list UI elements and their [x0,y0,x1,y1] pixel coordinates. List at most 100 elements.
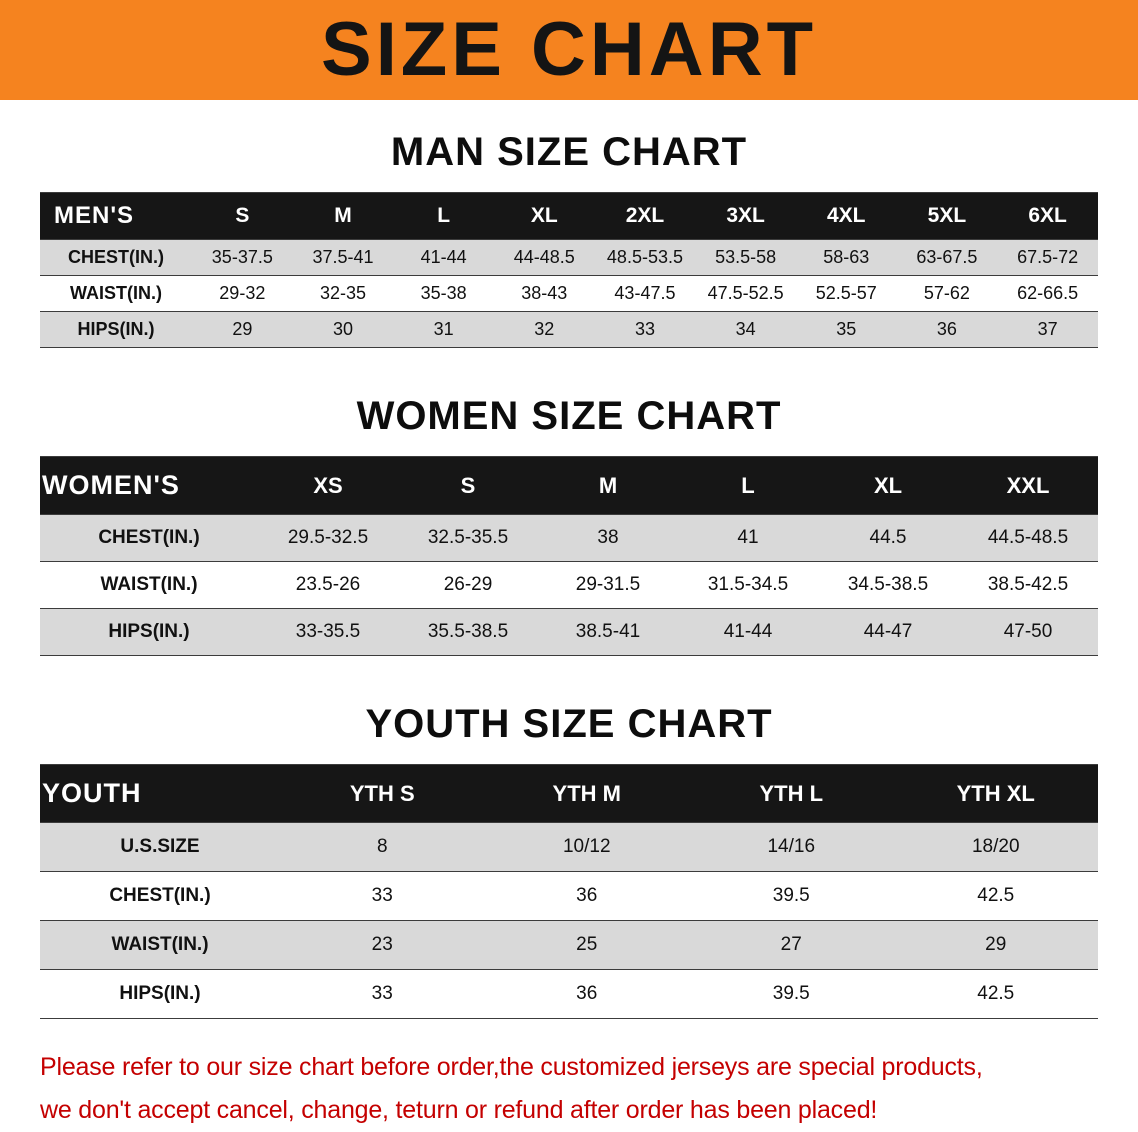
table-cell: 36 [484,969,689,1019]
table-cell: 35-37.5 [192,239,293,276]
row-label: WAIST(IN.) [40,275,192,312]
women-section-heading: WOMEN SIZE CHART [356,394,782,438]
table-cell: 39.5 [689,871,894,921]
table-cell: 29-32 [192,275,293,312]
table-cell: 35.5-38.5 [398,608,538,656]
table-cell: 18/20 [893,822,1098,872]
table-label: MEN'S [54,202,135,229]
table-cell: 41-44 [678,608,818,656]
table-cell: 43-47.5 [594,275,696,312]
table-cell: 30 [292,311,394,348]
women-size-table: WOMEN'S XS S M L XL XXL CHEST(IN.) 29.5-32.5 32.5… [40,456,1098,656]
table-cell: 58-63 [795,239,897,276]
youth-size-table: YOUTH YTH S YTH M YTH L YTH XL U.S.SIZE 8 10/12… [40,764,1098,1019]
table-row: WAIST(IN.) 23 25 27 29 [40,920,1098,970]
table-cell: 29 [893,920,1098,970]
table-cell: 33-35.5 [258,608,398,656]
column-header: 5XL [927,204,967,227]
table-row: HIPS(IN.) 33-35.5 35.5-38.5 38.5-41 41-44 44-… [40,608,1098,656]
table-row: WAIST(IN.) 29-32 32-35 35-38 38-43 43-47.5 47.… [40,275,1098,312]
size-table: WOMEN'S XS S M L XL XXL CHEST(IN.) 29.5-32.5 32.5… [40,456,1098,656]
youth-section: YOUTH SIZE CHART YOUTH YTH S YTH M YTH L YTH… [0,702,1138,1019]
column-header: YTH L [759,780,824,806]
table-cell: 38 [538,514,678,562]
table-cell: 38-43 [493,275,595,312]
table-row: CHEST(IN.) 35-37.5 37.5-41 41-44 44-48.5 48.5… [40,239,1098,276]
table-cell: 48.5-53.5 [594,239,696,276]
table-cell: 32 [493,311,595,348]
women-section: WOMEN SIZE CHART WOMEN'S XS S M L XL XXL CHEST(… [0,394,1138,656]
row-label: HIPS(IN.) [40,311,192,348]
table-cell: 57-62 [896,275,998,312]
table-row: U.S.SIZE 8 10/12 14/16 18/20 [40,822,1098,872]
table-cell: 29.5-32.5 [258,514,398,562]
table-cell: 33 [280,969,485,1019]
table-cell: 32.5-35.5 [398,514,538,562]
footer-note: Please refer to our size chart before or… [40,1051,1138,1126]
table-header-row: YOUTH YTH S YTH M YTH L YTH XL [40,764,1098,823]
table-cell: 36 [484,871,689,921]
men-size-table: MEN'S S M L XL 2XL 3XL 4XL 5XL 6XL CHEST(IN.) 35-37… [40,192,1098,348]
table-cell: 8 [280,822,485,872]
column-header: L [437,204,451,227]
table-cell: 31.5-34.5 [678,561,818,609]
table-cell: 34 [695,311,796,348]
column-header: YTH M [552,780,621,806]
table-cell: 32-35 [292,275,394,312]
row-label: WAIST(IN.) [40,920,280,970]
table-cell: 42.5 [893,969,1098,1019]
table-cell: 53.5-58 [695,239,796,276]
table-cell: 47.5-52.5 [695,275,796,312]
table-cell: 63-67.5 [896,239,998,276]
men-section: MAN SIZE CHART MEN'S S M L XL 2XL 3XL 4XL 5XL 6XL… [0,130,1138,348]
table-cell: 37 [997,311,1098,348]
table-cell: 37.5-41 [292,239,394,276]
row-label: CHEST(IN.) [40,239,192,276]
size-table: YOUTH YTH S YTH M YTH L YTH XL U.S.SIZE 8 10/12… [40,764,1098,1019]
row-label: U.S.SIZE [40,822,280,872]
column-header: XS [313,472,343,498]
table-cell: 52.5-57 [795,275,897,312]
column-header: S [460,472,476,498]
column-header: 2XL [625,204,665,227]
table-cell: 29 [192,311,293,348]
column-header: YTH S [349,780,415,806]
table-cell: 36 [896,311,998,348]
row-label: HIPS(IN.) [40,969,280,1019]
footer-line-2: we don't accept cancel, change, teturn o… [40,1095,878,1124]
table-cell: 23.5-26 [258,561,398,609]
table-cell: 38.5-41 [538,608,678,656]
column-header: 4XL [827,204,866,227]
table-cell: 39.5 [689,969,894,1019]
table-label: YOUTH [42,778,142,808]
column-header: 6XL [1028,204,1067,227]
row-label: WAIST(IN.) [40,561,258,609]
table-cell: 23 [280,920,485,970]
youth-section-heading: YOUTH SIZE CHART [365,702,773,746]
column-header: XXL [1006,472,1050,498]
table-row: CHEST(IN.) 29.5-32.5 32.5-35.5 38 41 44.5 44.5… [40,514,1098,562]
row-label: HIPS(IN.) [40,608,258,656]
table-header-row: WOMEN'S XS S M L XL XXL [40,456,1098,515]
column-header: S [235,204,250,227]
table-header-row: MEN'S S M L XL 2XL 3XL 4XL 5XL 6XL [40,192,1098,240]
table-cell: 47-50 [958,608,1098,656]
table-cell: 31 [393,311,494,348]
table-label: WOMEN'S [42,470,180,500]
table-row: CHEST(IN.) 33 36 39.5 42.5 [40,871,1098,921]
table-cell: 33 [280,871,485,921]
table-cell: 38.5-42.5 [958,561,1098,609]
table-cell: 41-44 [393,239,494,276]
row-label: CHEST(IN.) [40,871,280,921]
column-header: M [334,204,352,227]
table-cell: 44.5 [818,514,958,562]
column-header: XL [530,204,558,227]
table-cell: 34.5-38.5 [818,561,958,609]
column-header: YTH XL [956,780,1035,806]
table-cell: 35-38 [393,275,494,312]
column-header: L [741,472,755,498]
table-cell: 35 [795,311,897,348]
table-cell: 25 [484,920,689,970]
table-cell: 44-48.5 [493,239,595,276]
